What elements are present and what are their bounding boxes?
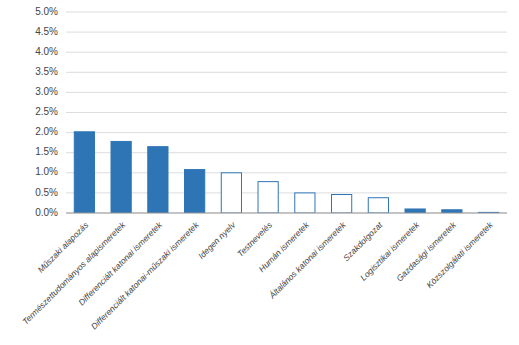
y-tick-label: 1.5%	[35, 146, 58, 157]
y-tick-label: 3.0%	[35, 86, 58, 97]
grid-line	[66, 32, 507, 33]
y-tick-label: 2.0%	[35, 126, 58, 137]
y-tick-label: 3.5%	[35, 66, 58, 77]
bar	[368, 198, 388, 213]
y-tick-label: 0.5%	[35, 187, 58, 198]
bar	[74, 132, 94, 213]
bars	[74, 132, 498, 213]
grid-line	[66, 172, 507, 173]
x-axis-line	[66, 213, 507, 214]
x-tick-label: Testnevelés	[235, 219, 274, 258]
y-tick-label: 2.5%	[35, 106, 58, 117]
y-tick-label: 1.0%	[35, 166, 58, 177]
x-tick-label: Idegen nyelv	[196, 219, 238, 261]
grid-line	[66, 152, 507, 153]
y-tick-label: 4.0%	[35, 46, 58, 57]
bar	[148, 147, 168, 213]
bar	[221, 173, 241, 213]
x-axis: Műszaki alapozásTermészettudományos alap…	[20, 219, 495, 331]
x-tick-label: Közszolgálati ismeretek	[424, 219, 495, 290]
y-tick-label: 4.5%	[35, 26, 58, 37]
bar	[185, 170, 205, 213]
grid-line	[66, 72, 507, 73]
x-tick-label: Logisztikai ismeretek	[358, 219, 421, 282]
chart: 0.0% 0.5% 1.0% 1.5% 2.0% 2.5% 3.0% 3.5% 4.0% 4.5%…	[0, 0, 519, 345]
x-tick-label: Gazdasági ismeretek	[394, 219, 458, 283]
grid-line	[66, 112, 507, 113]
page: {"chart_data": {"type": "bar", "categori…	[0, 0, 519, 345]
grid-line	[66, 132, 507, 133]
x-tick-label: Differenciált katonai-műszaki ismeretek	[89, 219, 201, 331]
grid-line	[66, 192, 507, 193]
y-axis: 0.0% 0.5% 1.0% 1.5% 2.0% 2.5% 3.0% 3.5% 4.0% 4.5%…	[35, 6, 58, 218]
y-tick-label: 0.0%	[35, 207, 58, 218]
x-tick-label: Általános katonai ismeretek	[266, 219, 348, 301]
bar	[111, 141, 131, 213]
grid-line	[66, 92, 507, 93]
bar	[405, 209, 425, 213]
grid-line	[66, 12, 507, 13]
bar	[258, 182, 278, 213]
grid-line	[66, 52, 507, 53]
bar	[332, 195, 352, 213]
y-tick-label: 5.0%	[35, 6, 58, 17]
bar	[295, 193, 315, 213]
y-grid	[66, 12, 507, 213]
grid-line	[66, 213, 507, 214]
